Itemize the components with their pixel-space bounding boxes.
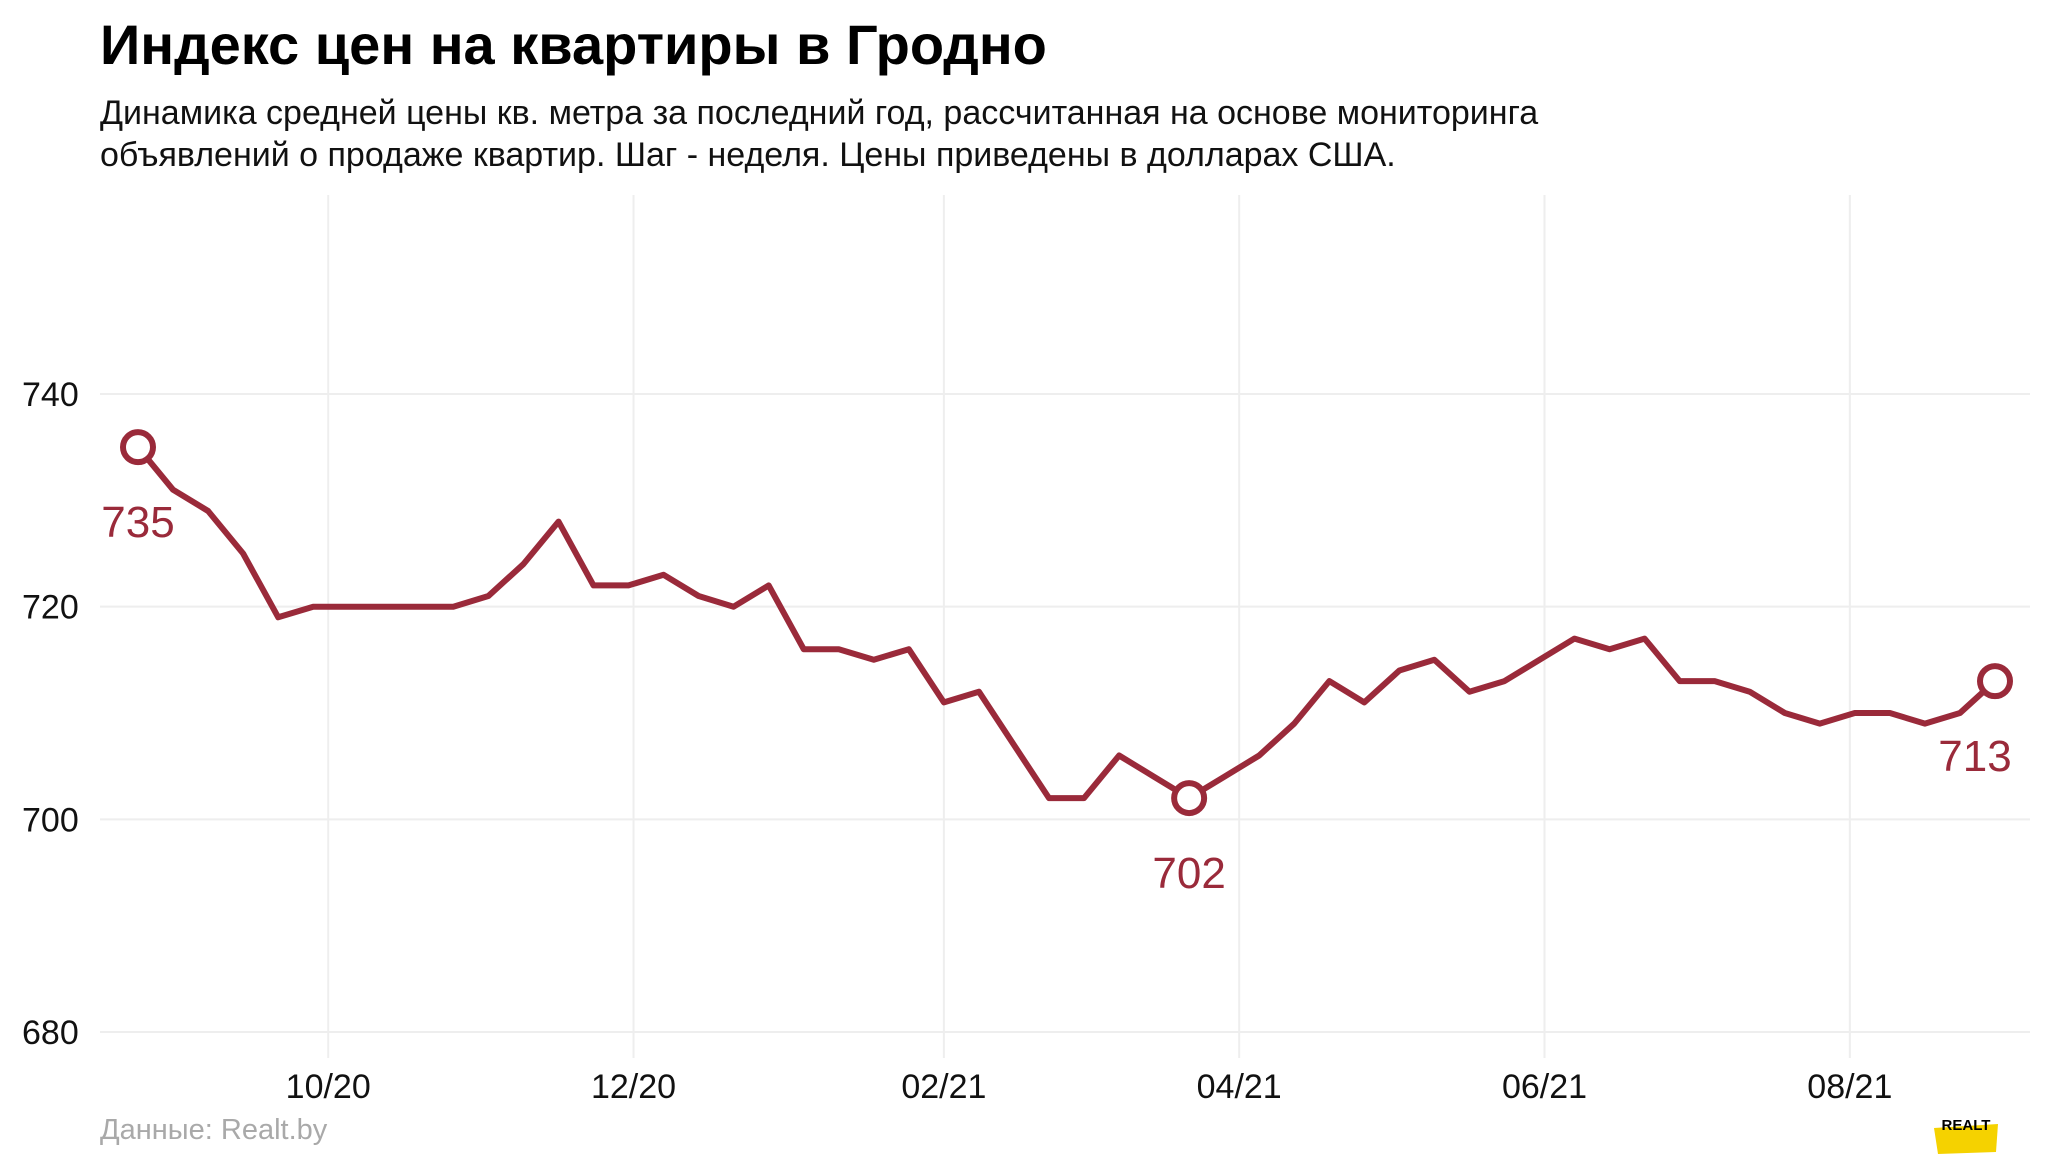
- subtitle-line-2: объявлений о продаже квартир. Шаг - неде…: [100, 136, 1396, 174]
- x-tick-label: 06/21: [1502, 1068, 1587, 1106]
- x-tick-label: 10/20: [286, 1068, 371, 1106]
- annotated-point-marker: [120, 429, 156, 466]
- annotation-label: 702: [1152, 849, 1225, 898]
- x-tick-label: 08/21: [1807, 1068, 1892, 1106]
- y-tick-label: 720: [22, 589, 79, 627]
- x-tick-label: 04/21: [1197, 1068, 1282, 1106]
- x-tick-label: 02/21: [901, 1068, 986, 1106]
- realt-logo-icon: REALT: [1934, 1117, 1998, 1154]
- chart-title: Индекс цен на квартиры в Гродно: [100, 13, 1047, 76]
- x-tick-label: 12/20: [591, 1068, 676, 1106]
- chart-subtitle: Динамика средней цены кв. метра за после…: [100, 92, 1800, 176]
- annotated-point-marker: [1171, 780, 1208, 817]
- y-tick-label: 740: [22, 376, 79, 414]
- annotated-point-marker: [1977, 663, 2013, 700]
- y-tick-label: 700: [22, 801, 79, 839]
- annotation-label: 735: [101, 498, 174, 547]
- y-tick-label: 680: [22, 1014, 79, 1052]
- subtitle-line-1: Динамика средней цены кв. метра за после…: [100, 94, 1539, 132]
- price-index-line: [135, 444, 1998, 802]
- annotation-label: 713: [1938, 732, 2011, 781]
- data-source: Данные: Realt.by: [100, 1114, 328, 1146]
- logo-text: REALT: [1942, 1117, 1991, 1134]
